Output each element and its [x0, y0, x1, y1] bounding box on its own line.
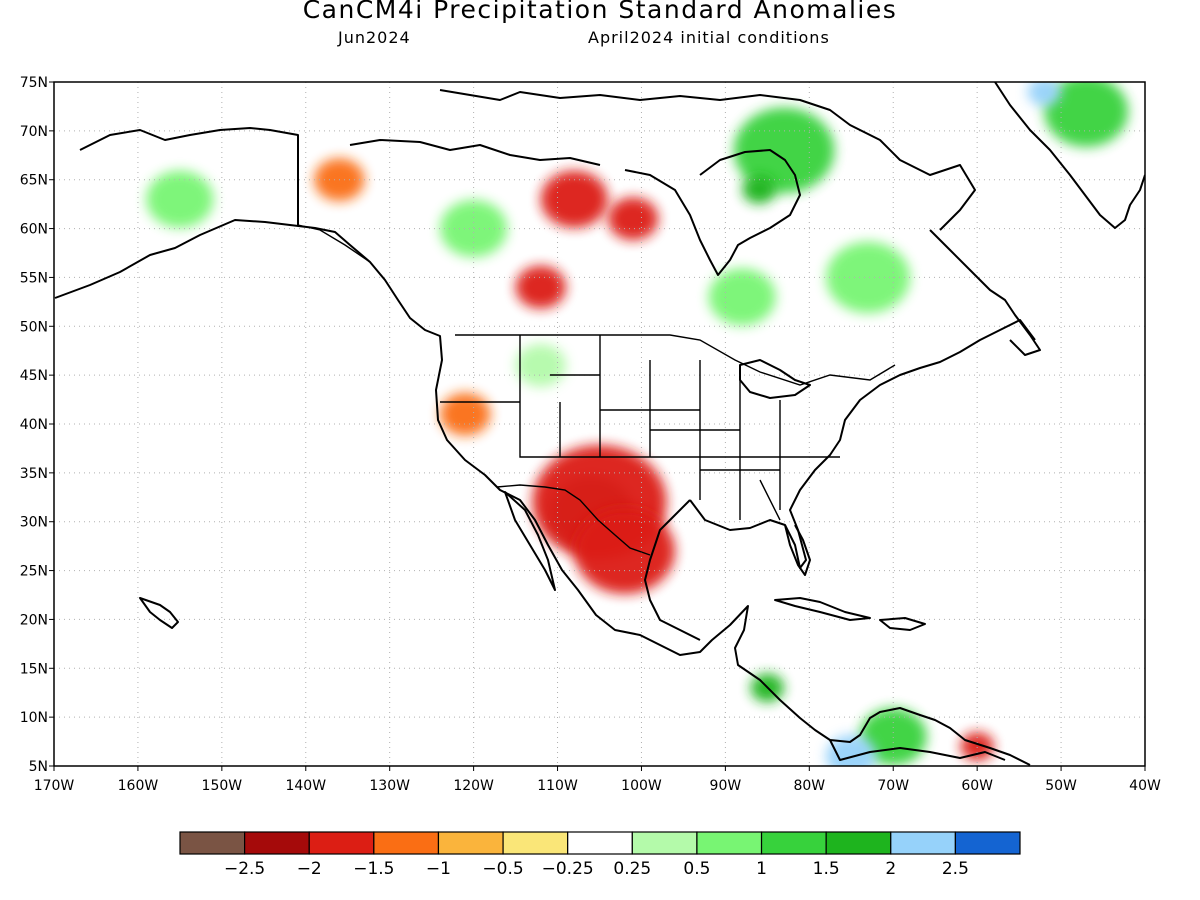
colorbar-label: −1.5	[353, 859, 394, 879]
alaska-west	[79, 127, 299, 225]
anomaly-blob	[515, 343, 566, 387]
colorbar-swatch	[696, 831, 763, 855]
lat-tick-label: 45N	[20, 368, 48, 384]
lon-tick-label: 70W	[877, 778, 909, 794]
colorbar-swatch	[179, 831, 246, 855]
colorbar-label: −2.5	[224, 859, 265, 879]
state-lines	[440, 335, 840, 521]
lat-tick-label: 15N	[20, 661, 48, 677]
lon-tick-label: 130W	[369, 778, 410, 794]
anomaly-blob	[440, 392, 491, 436]
latitude-labels: 75N 70N 65N 60N 55N 50N 45N 40N 35N 30N 25N 20N 15N 1…	[20, 75, 54, 775]
lat-tick-label: 5N	[29, 759, 48, 775]
lon-tick-label: 60W	[961, 778, 993, 794]
colorbar-label: 2	[885, 859, 896, 879]
arctic-islands	[439, 89, 976, 231]
hudson-bay	[624, 149, 801, 276]
south-america	[829, 739, 1006, 761]
lat-tick-label: 10N	[20, 710, 48, 726]
lat-tick-label: 35N	[20, 466, 48, 482]
hawaii	[139, 597, 179, 629]
anomaly-blob	[515, 265, 566, 309]
anomaly-blob	[826, 241, 911, 314]
colorbar-swatch	[890, 831, 956, 855]
baja-peninsula	[504, 491, 556, 591]
colorbar-swatch	[308, 831, 375, 855]
florida	[784, 524, 811, 576]
anomaly-blob	[440, 200, 508, 258]
anomaly-blob	[1027, 82, 1062, 107]
colorbar-swatch	[760, 831, 827, 855]
lon-tick-label: 40W	[1129, 778, 1161, 794]
colorbar-swatch	[244, 831, 310, 855]
lat-tick-label: 65N	[20, 173, 48, 189]
lat-tick-label: 25N	[20, 564, 48, 580]
anomaly-blob	[742, 175, 776, 204]
lat-tick-label: 30N	[20, 515, 48, 531]
greenland	[994, 82, 1145, 229]
lat-tick-label: 55N	[20, 270, 48, 286]
anomaly-blob	[708, 268, 776, 326]
lon-tick-label: 160W	[118, 778, 159, 794]
colorbar-swatch	[437, 831, 504, 855]
colorbar-swatch	[373, 831, 440, 855]
lat-tick-label: 20N	[20, 612, 48, 628]
colorbar-label: 1	[756, 859, 767, 879]
great-lakes	[739, 359, 811, 399]
lat-tick-label: 50N	[20, 319, 48, 335]
colorbar-swatch	[825, 831, 892, 855]
longitude-labels: 170W 160W 150W 140W 130W 120W 110W 100W 90W 80W 70…	[34, 766, 1161, 794]
colorbar-label: −2	[297, 859, 322, 879]
anomaly-blob	[733, 107, 835, 194]
lat-tick-label: 70N	[20, 124, 48, 140]
lon-tick-label: 120W	[453, 778, 494, 794]
colorbar-label: 0.25	[613, 859, 651, 879]
arctic-islands-2	[349, 139, 601, 166]
lon-tick-label: 170W	[34, 778, 75, 794]
colorbar-swatch	[631, 831, 698, 855]
alaska-canada-border	[297, 135, 371, 263]
lon-tick-label: 50W	[1045, 778, 1077, 794]
coastlines	[54, 82, 1145, 766]
gulf-coast	[689, 319, 1036, 569]
lon-tick-label: 150W	[202, 778, 243, 794]
lon-tick-label: 100W	[621, 778, 662, 794]
colorbar-label: 0.5	[683, 859, 710, 879]
cuba	[774, 597, 871, 621]
forecast-month: Jun2024	[338, 28, 411, 47]
political-borders	[297, 135, 896, 556]
labrador	[929, 229, 1041, 356]
anomaly-blob	[574, 508, 676, 594]
mexico-gulf-coast	[644, 499, 701, 641]
lon-tick-label: 140W	[285, 778, 326, 794]
lon-tick-label: 80W	[793, 778, 825, 794]
colorbar-label: −0.5	[482, 859, 523, 879]
anomaly-blob	[540, 170, 608, 228]
colorbar-label: −0.25	[542, 859, 594, 879]
colorbar-label: −1	[426, 859, 451, 879]
colorbar-label: 1.5	[813, 859, 840, 879]
hispaniola	[879, 617, 926, 631]
us-canada-border	[455, 334, 896, 386]
north-america-coast	[54, 219, 1031, 766]
colorbar-swatch	[567, 831, 633, 855]
initial-conditions: April2024 initial conditions	[588, 28, 830, 47]
us-mexico-border	[496, 484, 651, 556]
colorbar: −2.5 −2 −1.5 −1 −0.5 −0.25 0.25 0.5 1 1.5 2 2.5	[179, 831, 1021, 879]
lon-tick-label: 90W	[710, 778, 742, 794]
colorbar-swatch	[954, 831, 1021, 855]
colorbar-swatch	[502, 831, 569, 855]
lat-tick-label: 40N	[20, 417, 48, 433]
anomaly-blob	[607, 197, 659, 241]
lat-tick-label: 60N	[20, 222, 48, 238]
anomaly-field	[146, 82, 1129, 766]
anomaly-blob	[1044, 82, 1129, 147]
map-title: CanCM4i Precipitation Standard Anomalies	[302, 0, 898, 24]
lon-tick-label: 110W	[537, 778, 578, 794]
lat-tick-label: 75N	[20, 75, 48, 91]
anomaly-blob	[960, 732, 994, 761]
anomaly-blob	[146, 170, 214, 228]
colorbar-label: 2.5	[942, 859, 969, 879]
